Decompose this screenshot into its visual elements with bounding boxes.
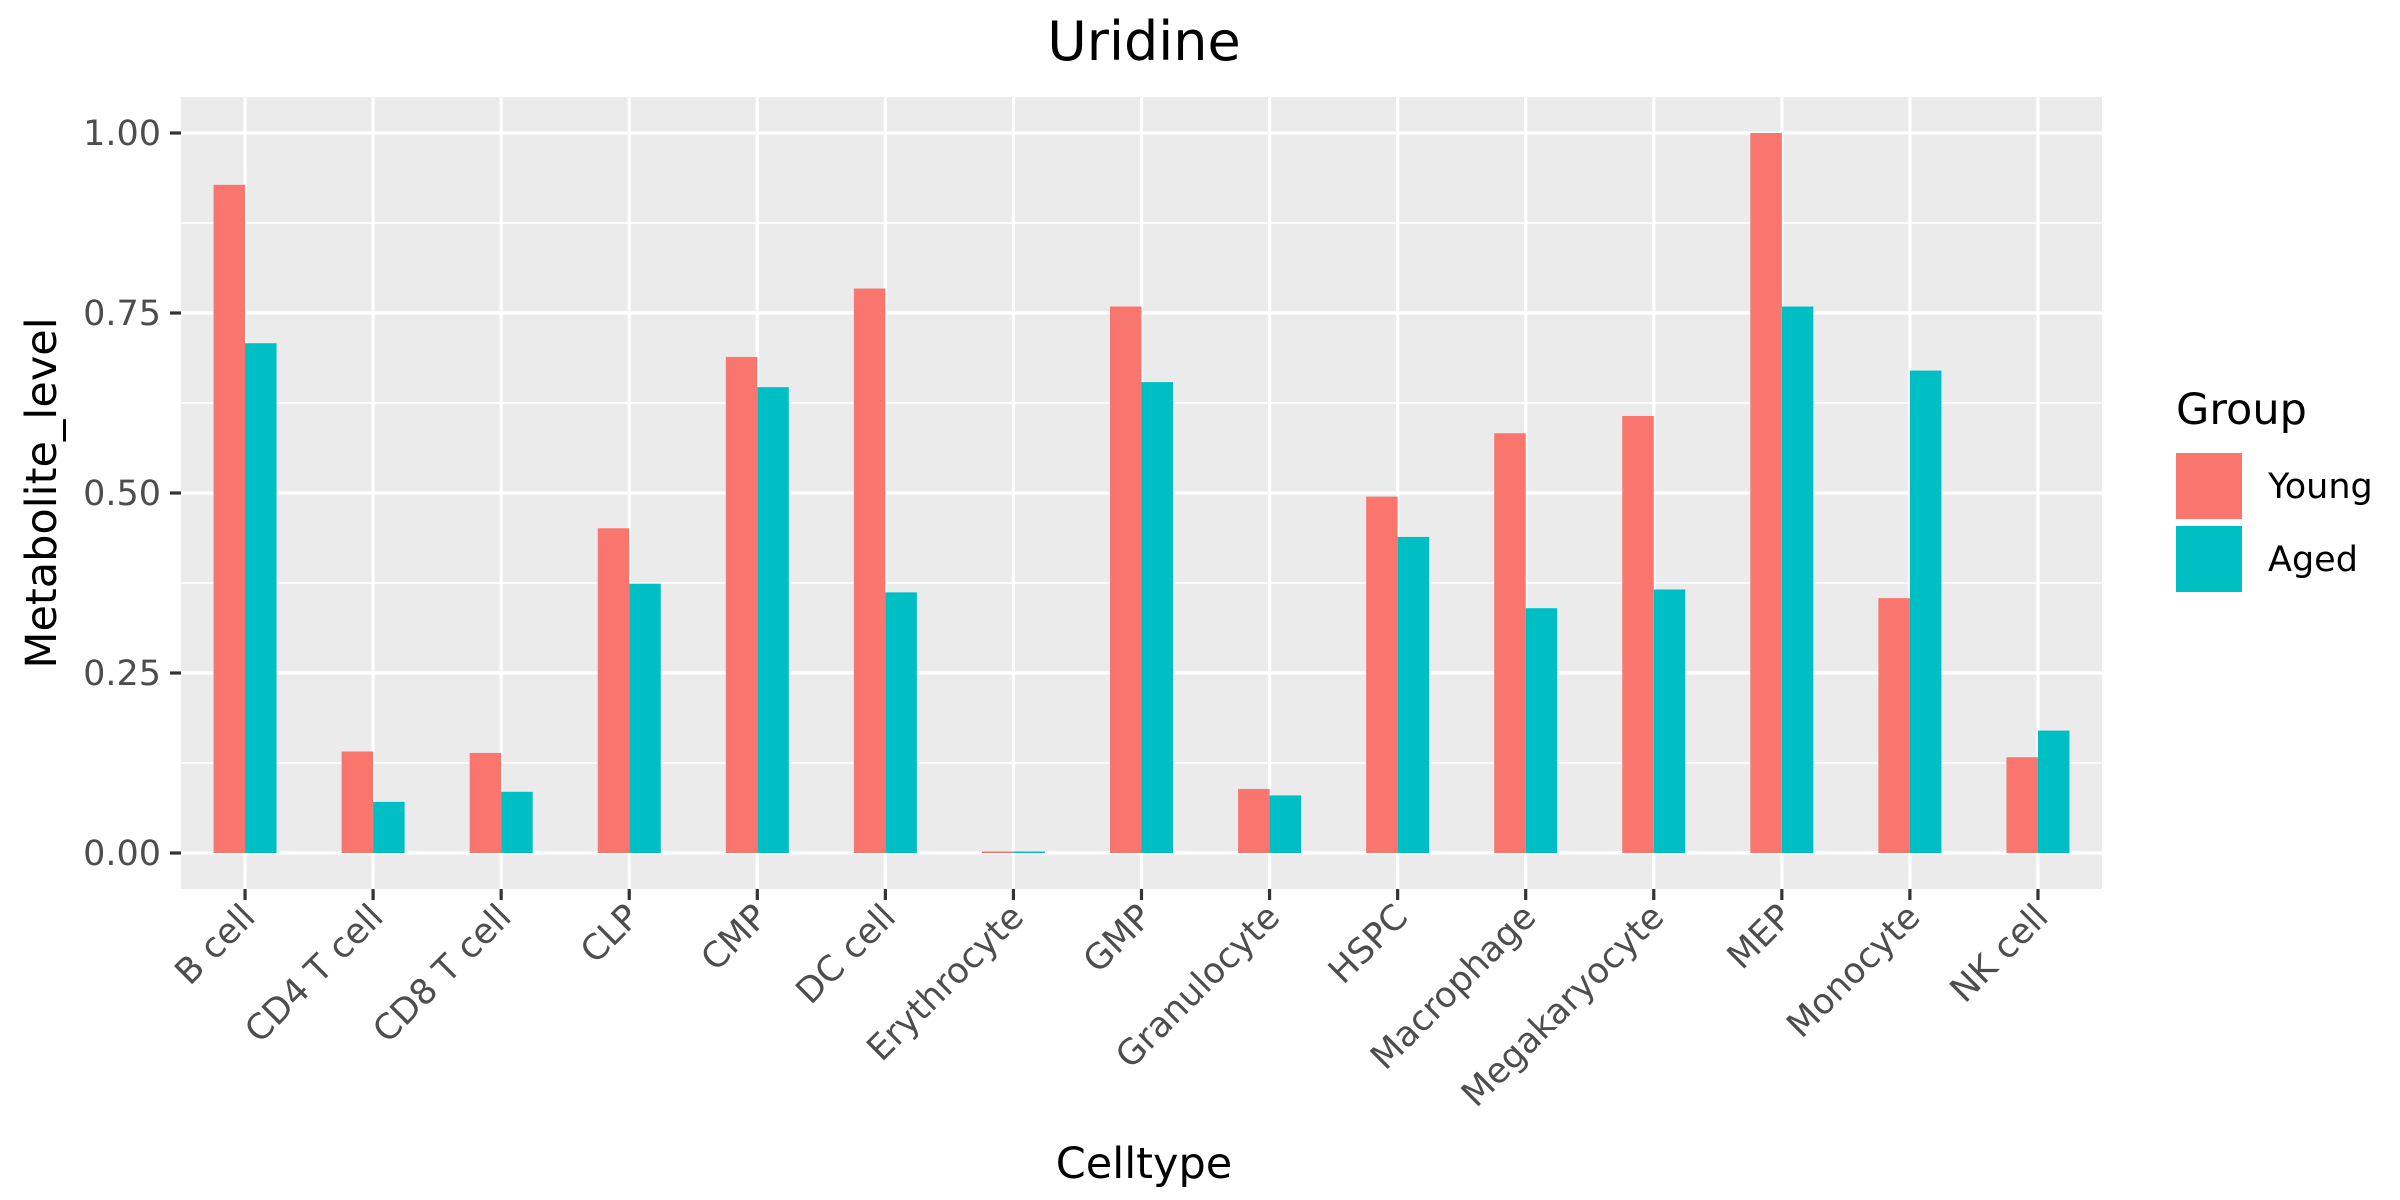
bar-aged-mep xyxy=(1781,306,1814,853)
x-tick-label: NK cell xyxy=(1943,897,2056,1010)
bar-young-dc-cell xyxy=(853,288,886,853)
bar-aged-cd4-t-cell xyxy=(373,801,405,853)
x-tick-label: Monocyte xyxy=(1779,897,1928,1046)
bar-aged-granulocyte xyxy=(1269,795,1302,853)
y-axis-title: Metabolite_level xyxy=(17,317,67,668)
x-tick-label: B cell xyxy=(168,897,264,993)
x-tick-label: CMP xyxy=(694,897,776,979)
bar-aged-dc-cell xyxy=(885,592,917,853)
bar-young-hspc xyxy=(1366,496,1398,853)
bar-young-nk-cell xyxy=(2006,757,2038,853)
bar-young-macrophage xyxy=(1494,433,1526,853)
bar-aged-b-cell xyxy=(245,343,277,853)
bar-young-erythrocyte xyxy=(981,851,1014,853)
bar-aged-erythrocyte xyxy=(1013,851,1045,853)
y-tick-label: 0.00 xyxy=(83,834,161,874)
bar-young-cd8-t-cell xyxy=(469,752,502,853)
x-tick-label: MEP xyxy=(1720,897,1800,977)
bar-young-cd4-t-cell xyxy=(341,751,374,853)
x-tick-label: CLP xyxy=(573,897,647,971)
x-tick-label: CD4 T cell xyxy=(238,897,392,1051)
legend: Group Young Aged xyxy=(2176,385,2373,592)
x-tick-label: CD8 T cell xyxy=(366,897,520,1051)
bar-young-mep xyxy=(1750,133,1782,853)
legend-label-young: Young xyxy=(2267,467,2373,507)
bar-young-monocyte xyxy=(1878,598,1910,853)
bar-young-megakaryocyte xyxy=(1622,415,1654,853)
bar-young-clp xyxy=(597,528,630,853)
bar-young-gmp xyxy=(1110,306,1142,853)
y-tick-label: 0.50 xyxy=(83,474,161,514)
bar-aged-cd8-t-cell xyxy=(501,791,533,853)
bars xyxy=(213,133,2070,854)
bar-aged-clp xyxy=(629,583,661,853)
y-axis: 0.00 0.25 0.50 0.75 1.00 xyxy=(83,114,181,874)
legend-label-aged: Aged xyxy=(2268,540,2358,580)
bar-aged-nk-cell xyxy=(2037,730,2070,853)
bar-young-cmp xyxy=(725,356,758,853)
x-tick-label: HSPC xyxy=(1321,897,1416,992)
bar-aged-macrophage xyxy=(1525,608,1558,853)
bar-aged-hspc xyxy=(1397,536,1430,853)
bar-young-b-cell xyxy=(213,184,246,854)
bar-young-granulocyte xyxy=(1238,788,1270,853)
y-tick-label: 0.75 xyxy=(83,294,161,334)
legend-title: Group xyxy=(2176,385,2307,435)
legend-swatch-young xyxy=(2176,453,2242,519)
bar-aged-monocyte xyxy=(1909,370,1942,853)
x-tick-label: DC cell xyxy=(789,897,904,1012)
chart-title: Uridine xyxy=(1047,10,1240,73)
bar-aged-cmp xyxy=(757,387,789,853)
legend-swatch-aged xyxy=(2176,526,2242,592)
y-tick-label: 1.00 xyxy=(83,114,161,154)
x-tick-label: GMP xyxy=(1076,897,1160,981)
bar-aged-megakaryocyte xyxy=(1653,589,1686,853)
x-axis-title: Celltype xyxy=(1056,1139,1232,1189)
y-tick-label: 0.25 xyxy=(83,654,161,694)
bar-aged-gmp xyxy=(1141,382,1173,853)
